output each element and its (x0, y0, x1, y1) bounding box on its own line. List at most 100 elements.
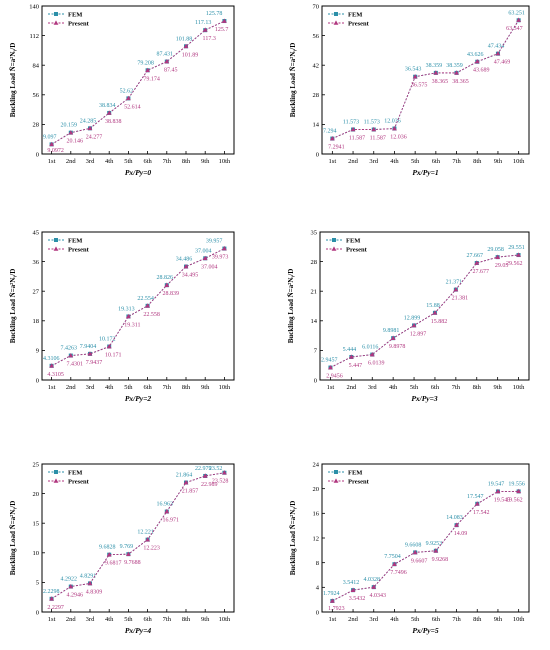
data-point-present (202, 473, 208, 478)
x-axis-label: Px/Py=4 (125, 626, 152, 635)
data-point-present (126, 313, 131, 319)
data-point-present (453, 286, 459, 292)
data-label-fem: 15.88 (426, 303, 440, 309)
data-label-fem: 36.543 (405, 67, 422, 73)
data-point-present (350, 587, 356, 592)
legend-label-fem: FEM (68, 469, 82, 476)
data-label-present: 22.558 (143, 312, 160, 318)
data-label-fem: 20.159 (61, 123, 78, 129)
data-label-present: 7.9437 (86, 360, 103, 366)
y-tick-label: 0 (36, 609, 39, 616)
data-label-present: 9.6607 (411, 558, 428, 564)
x-tick-label: 10th (513, 384, 525, 391)
data-label-present: 38.365 (432, 79, 449, 85)
x-tick-label: 4th (390, 158, 399, 165)
data-label-present: 79.174 (143, 76, 160, 82)
x-tick-label: 1st (48, 384, 56, 391)
x-tick-label: 8th (182, 158, 191, 165)
data-label-fem: 9.6608 (405, 542, 422, 548)
data-label-fem: 10.172 (99, 337, 116, 343)
data-label-present: 39.973 (212, 255, 229, 261)
x-tick-label: 2nd (66, 384, 77, 391)
x-tick-label: 6th (143, 616, 152, 623)
data-point-present (516, 252, 521, 257)
y-axis-label: Buckling Load N̄=a²Nᵧ/D (287, 269, 295, 344)
data-label-fem: 22.979 (195, 466, 212, 472)
series-line-present (51, 248, 225, 367)
x-tick-label: 5th (411, 616, 420, 623)
data-label-present: 16.971 (163, 518, 180, 524)
data-label-present: 19.311 (124, 322, 140, 328)
data-point-present (369, 351, 375, 357)
data-label-present: 4.2946 (67, 593, 84, 599)
data-label-present: 2.9456 (326, 374, 343, 380)
data-label-present: 47.469 (494, 60, 511, 66)
data-point-present (145, 67, 150, 73)
data-point-present (183, 263, 189, 269)
x-tick-label: 8th (182, 616, 191, 623)
data-point-present (454, 522, 459, 527)
data-label-present: 12.897 (410, 331, 427, 337)
data-label-fem: 4.2922 (61, 577, 78, 583)
data-label-fem: 4.3106 (43, 356, 60, 362)
x-tick-label: 10th (513, 158, 525, 165)
x-tick-label: 3rd (86, 158, 95, 165)
data-label-fem: 22.554 (137, 296, 154, 302)
x-tick-label: 2nd (66, 616, 77, 623)
data-label-fem: 37.004 (195, 248, 212, 254)
legend-marker-fem (54, 470, 58, 474)
data-label-present: 15.882 (431, 319, 448, 325)
data-point-present (164, 58, 170, 64)
data-point-present (49, 363, 54, 368)
data-point-present (474, 501, 480, 506)
data-label-fem: 11.573 (343, 120, 359, 126)
series-line-fem (51, 248, 225, 367)
y-tick-label: 15 (33, 521, 40, 528)
data-point-present (126, 551, 131, 556)
y-tick-label: 0 (36, 377, 39, 384)
y-tick-label: 112 (29, 33, 39, 40)
y-tick-label: 28 (33, 122, 40, 129)
x-tick-label: 3rd (86, 616, 95, 623)
series-line-present (51, 472, 225, 600)
y-tick-label: 36 (33, 259, 40, 266)
data-point-present (145, 303, 150, 308)
data-label-fem: 19.547 (488, 481, 505, 487)
data-label-fem: 27.667 (467, 253, 484, 259)
data-label-present: 117.3 (203, 36, 216, 42)
data-label-present: 38.838 (105, 119, 122, 125)
data-label-fem: 12.899 (404, 315, 421, 321)
data-label-present: 21.381 (452, 296, 469, 302)
plot-frame (41, 463, 235, 613)
data-label-present: 3.5432 (349, 596, 366, 602)
data-point-present (49, 596, 54, 601)
data-label-fem: 7.9404 (80, 344, 97, 350)
data-point-present (495, 488, 501, 494)
data-label-present: 7.7496 (390, 570, 407, 576)
data-point-present (68, 130, 74, 135)
data-label-fem: 4.8291 (80, 573, 97, 579)
data-label-present: 12.036 (390, 135, 407, 141)
data-point-present (350, 126, 356, 132)
legend-label-fem: FEM (348, 11, 362, 18)
y-tick-label: 45 (33, 229, 40, 236)
data-point-present (106, 552, 112, 557)
y-axis-label: Buckling Load N̄=a²Nᵧ/D (289, 501, 297, 576)
series-line-fem (330, 254, 519, 368)
x-tick-label: 3rd (369, 616, 378, 623)
legend-label-fem: FEM (346, 237, 360, 244)
data-label-present: 9.9268 (432, 557, 449, 563)
y-tick-label: 14 (313, 122, 320, 129)
x-tick-label: 9th (201, 384, 210, 391)
data-label-fem: 9.8981 (383, 328, 400, 334)
data-label-fem: 16.963 (157, 502, 174, 508)
legend-marker-present (333, 20, 339, 25)
data-label-fem: 7.4263 (61, 346, 78, 352)
data-label-fem: 9.769 (120, 544, 134, 550)
data-point-present (411, 322, 417, 328)
data-label-fem: 38.834 (99, 103, 116, 109)
data-label-fem: 6.0116 (362, 345, 378, 351)
y-tick-label: 24 (313, 461, 320, 468)
data-label-present: 34.495 (182, 273, 199, 279)
x-tick-label: 8th (473, 616, 482, 623)
